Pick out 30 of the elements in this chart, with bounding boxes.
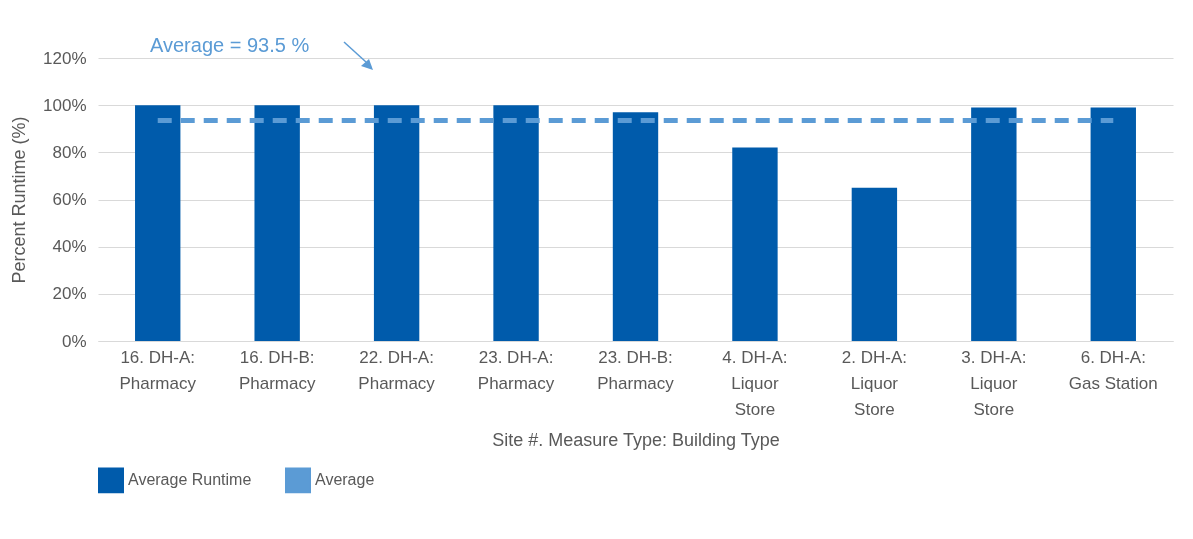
y-axis-title: Percent Runtime (%) (9, 116, 30, 284)
y-tick-label: 60% (52, 190, 87, 209)
bar (612, 112, 659, 341)
bar (254, 105, 300, 341)
x-tick-label: 4. DH-A: Liquor Store (722, 347, 788, 419)
y-tick-label: 20% (52, 284, 87, 304)
x-tick-label: 2. DH-A: Liquor Store (841, 347, 907, 419)
text: Average = 93.5 % (150, 34, 310, 56)
x-tick-label: 22. DH-A: Pharmacy (358, 347, 436, 393)
y-tick-label: 80% (52, 142, 87, 162)
bar (373, 105, 420, 341)
legend-label: Average Runtime (128, 471, 252, 489)
x-tick-label: 6. DH-A: Gas Station (1068, 347, 1158, 393)
y-tick-label: 100% (43, 95, 87, 115)
bar (493, 105, 539, 341)
x-tick-label: 23. DH-B: Pharmacy (597, 347, 675, 393)
legend-label: Average (315, 471, 375, 489)
bar (971, 107, 1017, 341)
x-tick-label: 16. DH-B: Pharmacy (238, 347, 316, 393)
bar (732, 147, 778, 341)
x-tick-label: 23. DH-A: Pharmacy (477, 347, 555, 393)
y-tick-label: 120% (43, 48, 87, 68)
y-tick-label: 0% (61, 331, 87, 351)
y-tick-label: 40% (52, 237, 87, 257)
x-tick-label: 3. DH-A: Liquor Store (961, 347, 1027, 419)
bar (1090, 107, 1136, 341)
bar (851, 187, 898, 341)
x-tick-label: 16. DH-A: Pharmacy (119, 347, 197, 393)
x-axis-title: Site #. Measure Type: Building Type (492, 429, 780, 450)
bar (135, 105, 181, 341)
